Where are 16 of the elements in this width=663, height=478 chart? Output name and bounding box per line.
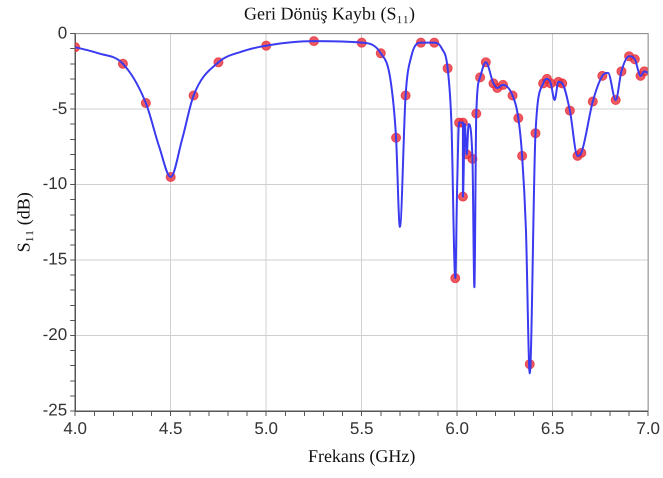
y-tick-label: -5 <box>52 98 68 118</box>
y-axis-title: S₁₁ (dB) <box>14 192 34 252</box>
x-tick-label: 4.0 <box>63 418 87 438</box>
x-axis-title: Frekans (GHz) <box>308 446 416 466</box>
y-tick-label: -20 <box>42 325 68 344</box>
y-tick-label: -15 <box>42 250 68 269</box>
y-tick-label: -10 <box>42 174 68 194</box>
x-tick-label: 4.5 <box>158 418 182 438</box>
x-tick-label: 6.5 <box>540 418 564 438</box>
chart-title: Geri Dönüş Kaybı (S₁₁) <box>244 4 416 24</box>
y-tick-label: 0 <box>58 23 68 42</box>
x-tick-label: 5.0 <box>254 418 278 438</box>
y-tick-label: -25 <box>42 400 68 420</box>
x-tick-label: 5.5 <box>350 418 374 438</box>
x-tick-label: 6.0 <box>445 418 469 438</box>
x-tick-label: 7.0 <box>636 418 660 438</box>
